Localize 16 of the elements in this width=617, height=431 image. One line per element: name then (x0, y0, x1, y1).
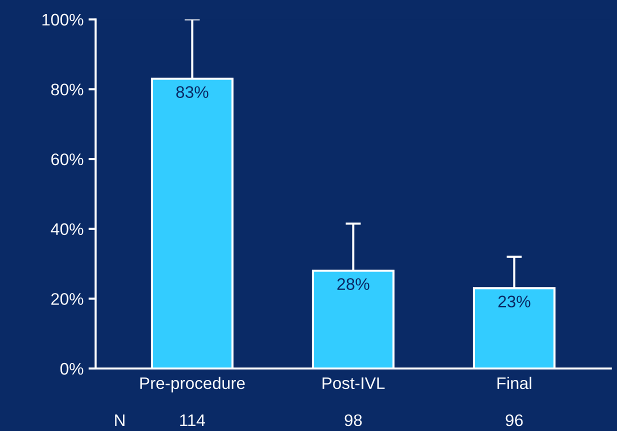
data-label: 28% (337, 278, 370, 290)
y-tick-label: 40% (50, 223, 84, 236)
x-tick-label: Final (498, 376, 532, 390)
text: 114 (180, 414, 206, 426)
y-tick-label: 0% (60, 362, 84, 375)
y-tick-label: 100% (42, 14, 84, 26)
data-label: 83% (176, 86, 208, 98)
y-tick-label: 20% (51, 293, 84, 305)
y-tick-label: 80% (51, 84, 84, 96)
text: N (115, 414, 124, 426)
y-tick-label: 60% (51, 153, 84, 166)
x-tick-label: Post-IVL (322, 377, 385, 390)
x-tick-label: Pre-procedure (140, 376, 245, 392)
text: 96 (506, 414, 523, 426)
data-label: 23% (498, 296, 530, 308)
text: 98 (344, 414, 362, 426)
